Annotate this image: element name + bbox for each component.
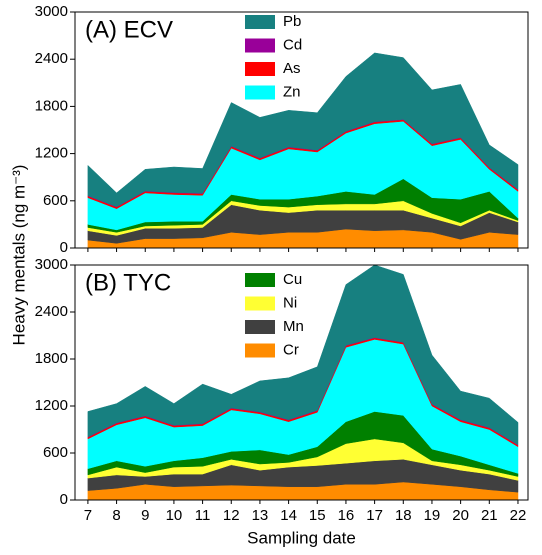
x-axis-label: Sampling date: [247, 528, 356, 547]
legend-label: As: [283, 60, 301, 77]
x-tick-label: 14: [280, 507, 297, 524]
y-axis-label: Heavy mentals (ng m⁻³): [9, 165, 28, 346]
y-tick-label: 1800: [35, 97, 68, 114]
y-tick-label: 3000: [35, 3, 68, 20]
x-tick-label: 17: [366, 507, 383, 524]
x-tick-label: 22: [510, 507, 527, 524]
x-tick-label: 20: [452, 507, 469, 524]
x-tick-label: 19: [424, 507, 441, 524]
legend-label: Pb: [283, 13, 301, 30]
legend-label: Cd: [283, 36, 302, 53]
x-tick-label: 18: [395, 507, 412, 524]
plot-frame: [74, 264, 529, 501]
x-tick-label: 8: [112, 507, 120, 524]
y-tick-label: 0: [60, 239, 68, 256]
legend-label: Ni: [283, 294, 297, 311]
legend-swatch: [245, 85, 275, 100]
x-tick-label: 15: [309, 507, 326, 524]
area-pb: [87, 52, 519, 207]
legend-swatch: [245, 15, 275, 29]
y-tick-label: 2400: [35, 303, 68, 320]
x-tick-label: 16: [338, 507, 355, 524]
y-tick-label: 2400: [35, 50, 68, 67]
x-tick-label: 7: [84, 507, 92, 524]
y-tick-label: 3000: [35, 256, 68, 273]
x-tick-label: 12: [223, 507, 240, 524]
legend-swatch: [245, 320, 275, 334]
area-pb: [87, 264, 519, 446]
chart-title: (A) ECV: [85, 16, 173, 43]
legend-swatch: [245, 62, 275, 76]
legend-label: Cr: [283, 341, 299, 358]
y-tick-label: 1200: [35, 145, 68, 162]
legend-label: Cu: [283, 271, 302, 288]
x-tick-label: 10: [166, 507, 183, 524]
x-tick-label: 21: [481, 507, 498, 524]
y-tick-label: 1200: [35, 397, 68, 414]
y-tick-label: 600: [43, 444, 68, 461]
y-tick-label: 600: [43, 192, 68, 209]
legend-label: Zn: [283, 83, 301, 100]
y-tick-label: 0: [60, 491, 68, 508]
legend-swatch: [245, 38, 275, 53]
plot-frame: [74, 11, 529, 249]
legend-swatch: [245, 343, 275, 358]
x-tick-label: 9: [141, 507, 149, 524]
legend-swatch: [245, 273, 275, 287]
x-tick-label: 13: [252, 507, 269, 524]
y-tick-label: 1800: [35, 350, 68, 367]
chart-title: (B) TYC: [85, 269, 171, 296]
legend-swatch: [245, 296, 275, 311]
legend-label: Mn: [283, 318, 304, 335]
x-tick-label: 11: [195, 507, 211, 524]
